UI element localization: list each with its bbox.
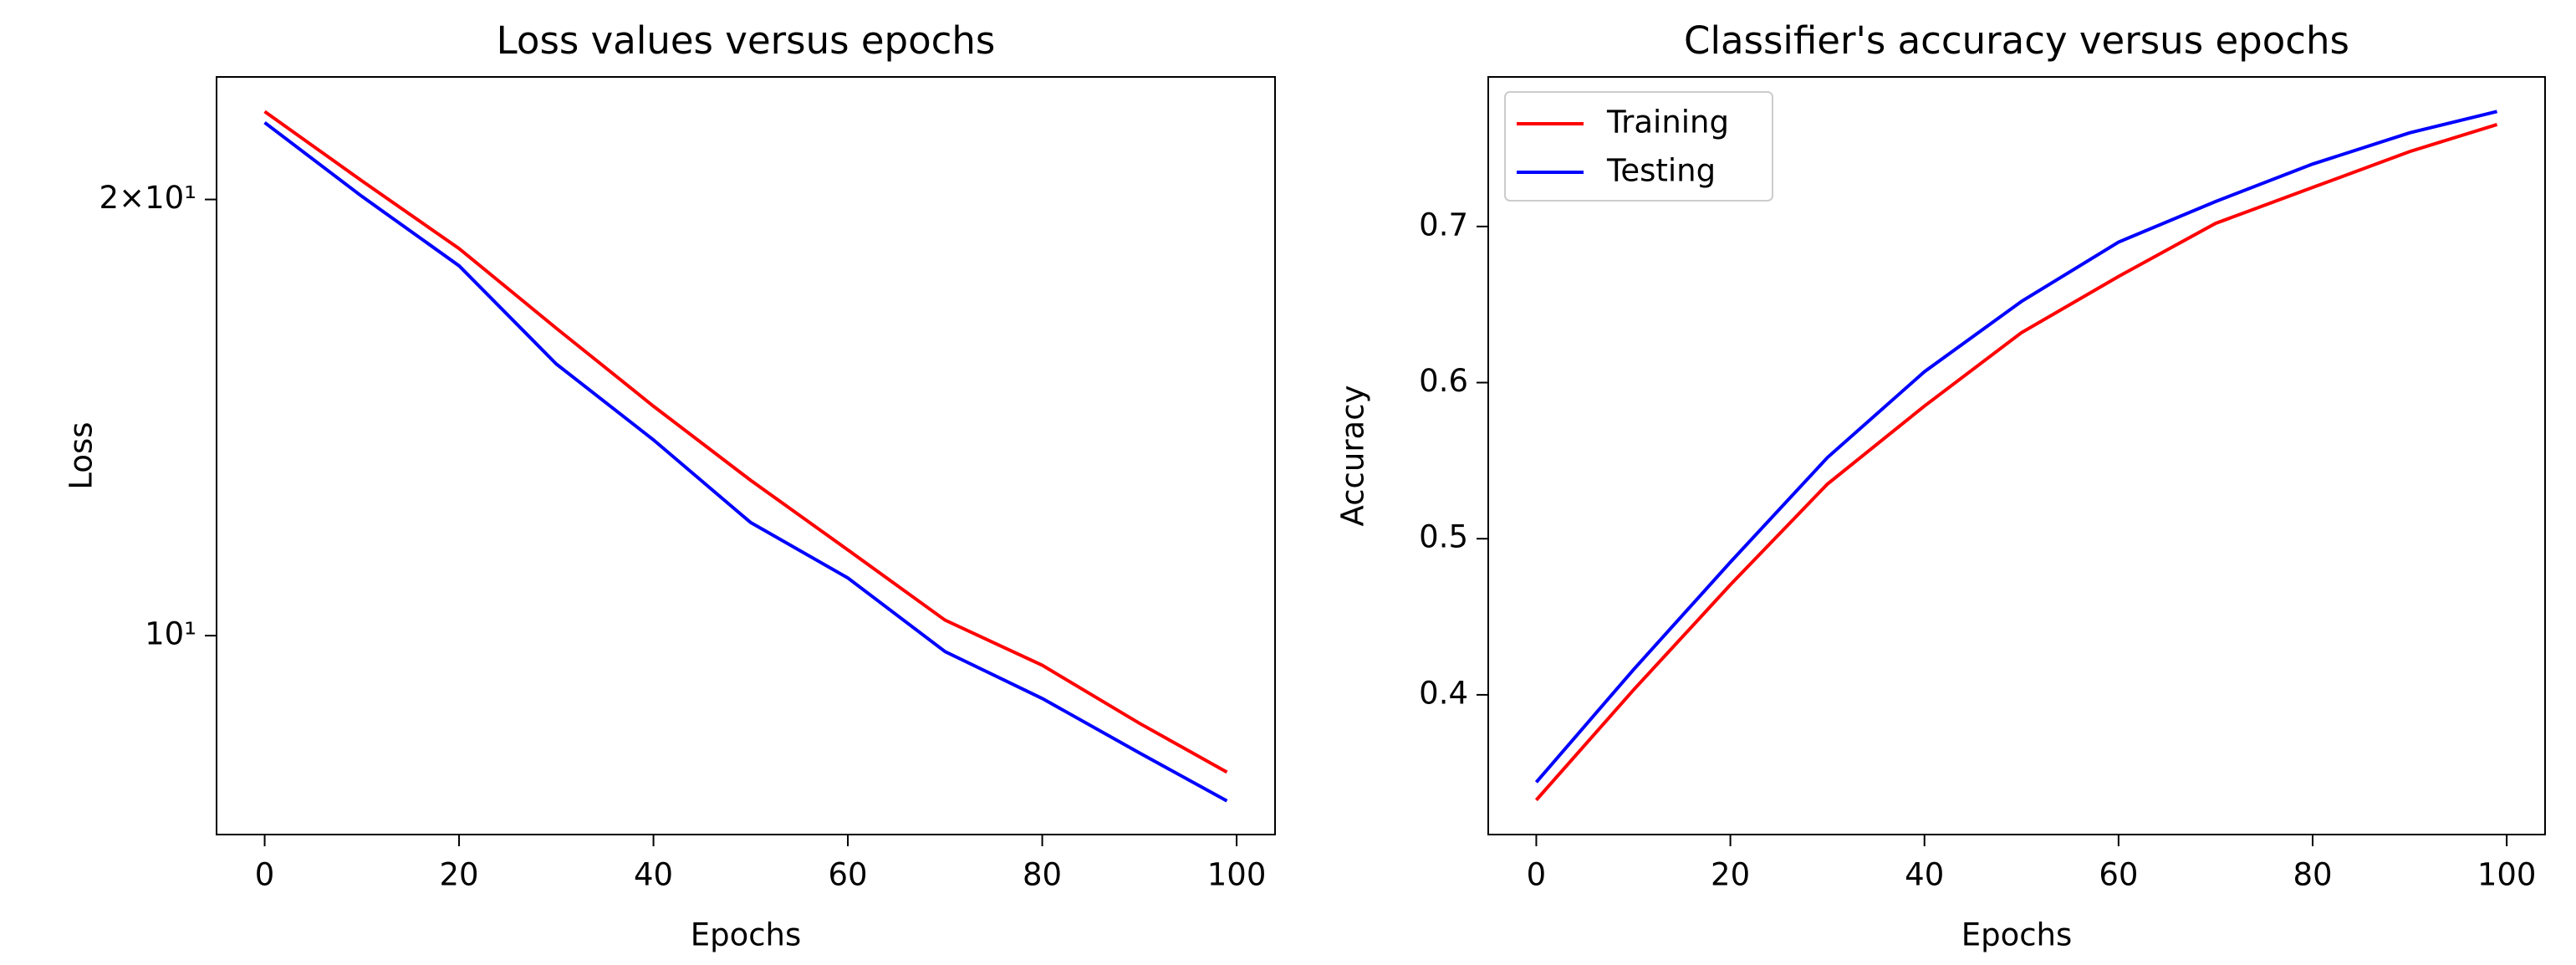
legend-label: Testing bbox=[1606, 153, 1716, 189]
plot-frame bbox=[216, 76, 1276, 835]
x-tick-label: 40 bbox=[634, 857, 673, 893]
chart-title: Classifier's accuracy versus epochs bbox=[1684, 18, 2349, 63]
y-tick-label: 10¹ bbox=[145, 616, 196, 652]
x-axis-label: Epochs bbox=[1961, 917, 2073, 953]
x-tick-label: 100 bbox=[1207, 857, 1267, 893]
chart-title: Loss values versus epochs bbox=[497, 18, 996, 63]
x-tick-label: 100 bbox=[2477, 857, 2537, 893]
legend-label: Training bbox=[1606, 105, 1729, 140]
line-series bbox=[263, 120, 1228, 803]
line-series bbox=[1534, 123, 2498, 802]
x-tick-label: 20 bbox=[1711, 857, 1750, 893]
y-axis-label: Loss bbox=[64, 421, 99, 489]
x-tick-label: 60 bbox=[829, 857, 868, 893]
x-tick-label: 0 bbox=[1527, 857, 1547, 893]
x-tick-label: 80 bbox=[1023, 857, 1062, 893]
x-tick-label: 80 bbox=[2293, 857, 2332, 893]
y-tick-label: 2×10¹ bbox=[99, 180, 196, 216]
line-series bbox=[263, 110, 1228, 774]
y-tick-label: 0.6 bbox=[1419, 363, 1468, 399]
x-tick-label: 20 bbox=[440, 857, 479, 893]
x-tick-label: 60 bbox=[2099, 857, 2138, 893]
line-series bbox=[1534, 110, 2498, 784]
y-tick-label: 0.7 bbox=[1419, 207, 1468, 243]
x-tick-label: 40 bbox=[1905, 857, 1944, 893]
y-tick-label: 0.4 bbox=[1419, 675, 1468, 711]
x-axis-label: Epochs bbox=[691, 917, 802, 953]
plot-frame bbox=[1487, 76, 2546, 835]
y-tick-label: 0.5 bbox=[1419, 519, 1468, 555]
y-axis-label: Accuracy bbox=[1335, 385, 1371, 527]
x-tick-label: 0 bbox=[255, 857, 275, 893]
